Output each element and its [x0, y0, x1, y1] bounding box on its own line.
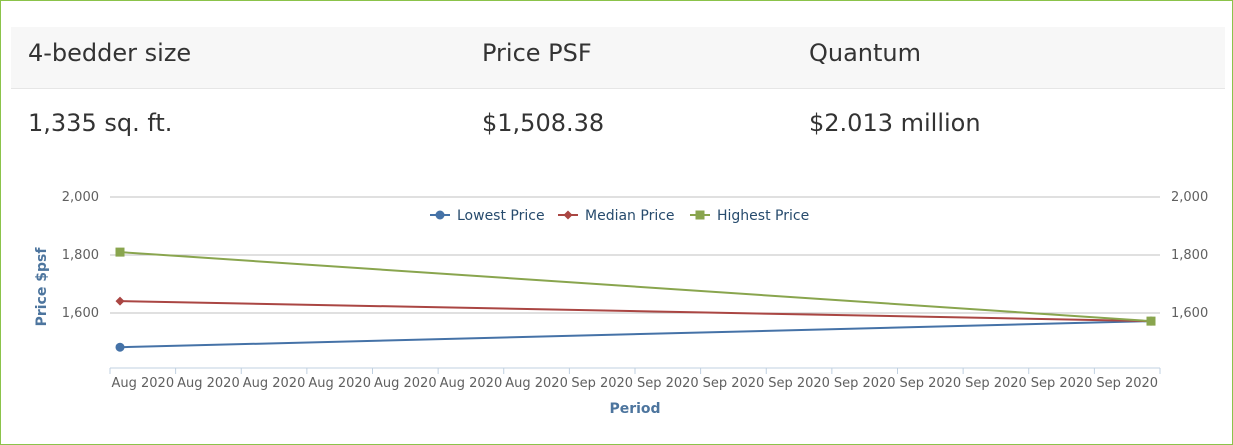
value-size: 1,335 sq. ft. — [28, 109, 173, 137]
header-quantum: Quantum — [809, 39, 922, 67]
table-value-row: 1,335 sq. ft. $1,508.38 $2.013 million — [11, 89, 1225, 161]
x-tick-label: Sep 2020 — [899, 376, 961, 391]
y-tick-label-left: 1,800 — [62, 248, 99, 263]
series-0-point-0 — [115, 342, 125, 352]
legend-label-1: Median Price — [585, 208, 675, 224]
legend-marker-0 — [435, 210, 445, 220]
series-line-2 — [119, 251, 1152, 323]
y-tick-label-right: 2,000 — [1171, 190, 1208, 205]
value-quantum: $2.013 million — [809, 109, 981, 137]
y-tick-label-left: 2,000 — [62, 190, 99, 205]
x-tick-label: Sep 2020 — [703, 376, 765, 391]
x-tick-label: Sep 2020 — [637, 376, 699, 391]
header-size: 4-bedder size — [28, 39, 192, 67]
x-axis-title: Period — [609, 401, 660, 417]
y-axis-title: Price $psf — [34, 247, 50, 327]
legend-label-0: Lowest Price — [457, 208, 545, 224]
x-tick-label: Sep 2020 — [571, 376, 633, 391]
legend-marker-1 — [563, 210, 573, 220]
x-tick-label: Aug 2020 — [505, 376, 568, 391]
y-tick-label-left: 1,600 — [62, 306, 99, 321]
value-price-psf: $1,508.38 — [482, 109, 605, 137]
x-tick-label: Sep 2020 — [768, 376, 830, 391]
x-tick-label: Aug 2020 — [112, 376, 175, 391]
legend-marker-2 — [695, 210, 705, 220]
x-tick-label: Aug 2020 — [308, 376, 371, 391]
x-tick-label: Aug 2020 — [440, 376, 503, 391]
legend-label-2: Highest Price — [717, 208, 809, 224]
x-tick-label: Aug 2020 — [177, 376, 240, 391]
x-tick-label: Aug 2020 — [374, 376, 437, 391]
y-tick-label-right: 1,800 — [1171, 248, 1208, 263]
series-2-point-1 — [1146, 316, 1156, 326]
series-2-point-0 — [115, 247, 125, 257]
x-tick-label: Aug 2020 — [243, 376, 306, 391]
x-tick-label: Sep 2020 — [1096, 376, 1158, 391]
y-tick-label-right: 1,600 — [1171, 306, 1208, 321]
x-tick-label: Sep 2020 — [834, 376, 896, 391]
series-1-point-0 — [115, 296, 125, 306]
x-tick-label: Sep 2020 — [965, 376, 1027, 391]
table-header-row: 4-bedder size Price PSF Quantum — [11, 27, 1225, 89]
x-tick-label: Sep 2020 — [1031, 376, 1093, 391]
series-line-1 — [119, 300, 1152, 323]
series-line-0 — [119, 320, 1152, 349]
header-price-psf: Price PSF — [482, 39, 592, 67]
